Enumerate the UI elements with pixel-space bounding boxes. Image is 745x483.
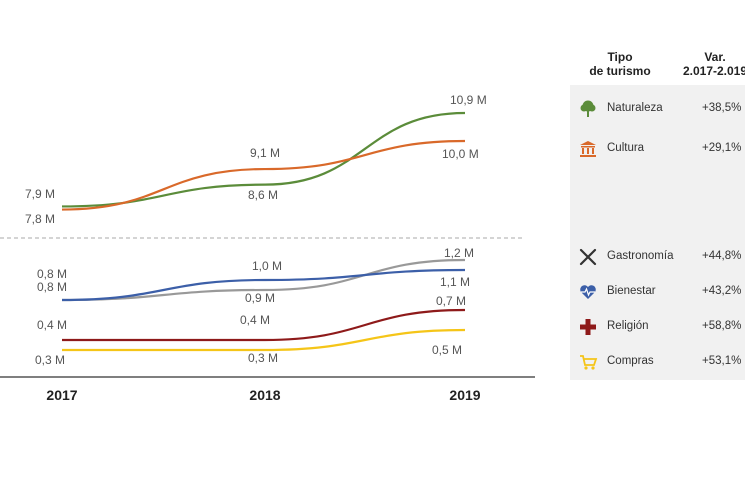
table-row-naturaleza: Naturaleza +38,5% (575, 98, 745, 120)
x-tick-label: 2019 (449, 387, 480, 403)
line-chart: 2017 2018 2019 7,9 M 8,6 M 10,9 M 7,8 M 9,1 M 1… (0, 93, 535, 403)
row-name: Cultura (607, 142, 645, 154)
data-label-religión: 0,4 M (37, 318, 67, 332)
table-row-gastronomia: Gastronomía +44,8% (575, 246, 745, 268)
cutlery-icon (578, 247, 598, 267)
data-label-bienestar: 0,8 M (37, 267, 67, 281)
tree-icon (578, 99, 598, 119)
row-variation: +38,5% (702, 102, 742, 114)
data-label-cultura: 7,8 M (25, 212, 55, 226)
header-variation-line2: 2.017-2.019 (682, 64, 745, 78)
header-tourism-type: Tipo de turismo (575, 50, 665, 78)
x-tick-label: 2018 (249, 387, 280, 403)
row-name: Religión (607, 320, 649, 332)
data-label-cultura: 10,0 M (442, 147, 479, 161)
series-line-bienestar (61, 268, 466, 302)
data-label-bienestar: 1,1 M (440, 275, 470, 289)
data-label-compras: 0,3 M (35, 353, 65, 367)
data-label-naturaleza: 8,6 M (248, 188, 278, 202)
data-label-bienestar: 1,0 M (252, 259, 282, 273)
shopping-cart-icon (578, 352, 598, 372)
data-label-naturaleza: 7,9 M (25, 187, 55, 201)
header-variation-line1: Var. (704, 50, 726, 64)
data-label-religión: 0,7 M (436, 294, 466, 308)
row-name: Gastronomía (607, 250, 674, 262)
row-name: Bienestar (607, 285, 656, 297)
series-line-cultura (61, 139, 466, 211)
table-row-bienestar: Bienestar +43,2% (575, 281, 745, 303)
header-tourism-type-line1: Tipo (607, 50, 633, 64)
header-tourism-type-line2: de turismo (589, 64, 651, 78)
table-row-religion: Religión +58,8% (575, 316, 745, 338)
data-label-cultura: 9,1 M (250, 146, 280, 160)
series-line-gastronomía (61, 258, 466, 302)
data-label-compras: 0,3 M (248, 351, 278, 365)
data-label-gastronomía: 0,9 M (245, 291, 275, 305)
row-variation: +53,1% (702, 355, 742, 367)
museum-icon (578, 139, 598, 159)
data-label-religión: 0,4 M (240, 313, 270, 327)
row-name: Naturaleza (607, 102, 663, 114)
data-label-compras: 0,5 M (432, 343, 462, 357)
series-line-religión (62, 308, 466, 342)
table-row-compras: Compras +53,1% (575, 351, 745, 373)
series-line-compras (62, 328, 466, 352)
data-label-gastronomía: 1,2 M (444, 246, 474, 260)
x-tick-label: 2017 (46, 387, 77, 403)
header-variation: Var. 2.017-2.019 (675, 50, 745, 78)
row-variation: +29,1% (702, 142, 742, 154)
heart-pulse-icon (578, 282, 598, 302)
row-variation: +44,8% (702, 250, 742, 262)
row-variation: +43,2% (702, 285, 742, 297)
table-row-cultura: Cultura +29,1% (575, 138, 745, 160)
variation-table (570, 85, 745, 380)
cross-icon (578, 317, 598, 337)
data-label-gastronomía: 0,8 M (37, 280, 67, 294)
series-line-naturaleza (61, 111, 466, 208)
data-label-naturaleza: 10,9 M (450, 93, 487, 107)
row-variation: +58,8% (702, 320, 742, 332)
row-name: Compras (607, 355, 654, 367)
